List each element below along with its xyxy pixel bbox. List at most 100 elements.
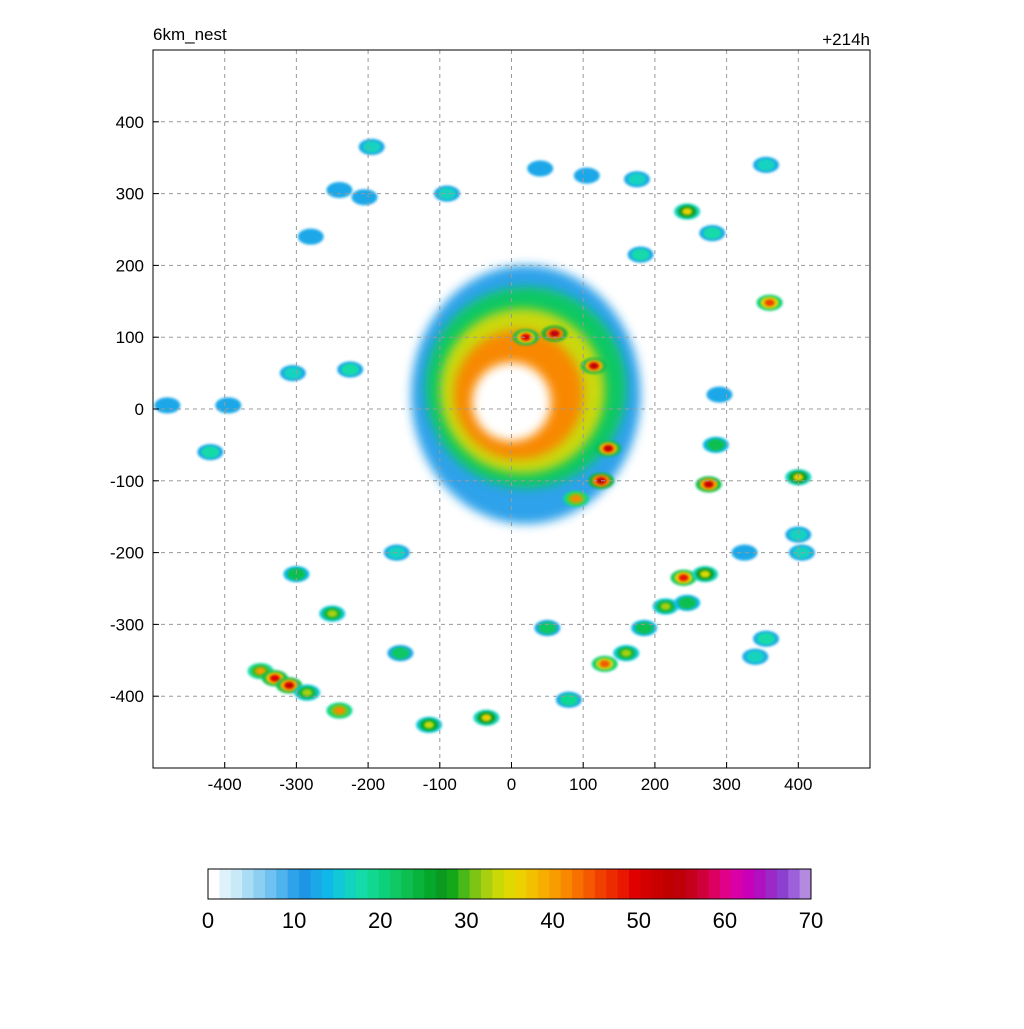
colorbar-swatch xyxy=(435,869,448,899)
colorbar-tick-label: 10 xyxy=(282,908,306,933)
colorbar-swatch xyxy=(754,869,766,899)
x-tick-label: 200 xyxy=(641,775,669,794)
convective-cell xyxy=(283,566,310,583)
convective-cell xyxy=(742,648,769,665)
colorbar-swatch xyxy=(469,869,482,899)
y-tick-label: -200 xyxy=(110,544,144,563)
convective-cell xyxy=(297,228,324,245)
colorbar-swatch xyxy=(583,869,596,899)
colorbar-swatch xyxy=(515,869,528,899)
colorbar-swatch xyxy=(401,869,414,899)
convective-cell xyxy=(279,365,306,382)
colorbar-swatch xyxy=(708,869,721,899)
y-tick-label: 200 xyxy=(116,256,144,275)
convective-cell xyxy=(692,566,719,583)
colorbar-swatch xyxy=(458,869,471,899)
colorbar-tick-label: 60 xyxy=(713,908,737,933)
y-tick-label: -400 xyxy=(110,687,144,706)
convective-cell xyxy=(756,294,783,311)
colorbar-tick-label: 50 xyxy=(626,908,650,933)
colorbar-swatch xyxy=(367,869,380,899)
colorbar-swatch xyxy=(253,869,266,899)
colorbar-swatch xyxy=(628,869,641,899)
y-tick-label: -300 xyxy=(110,615,144,634)
convective-cell xyxy=(573,167,600,184)
colorbar-swatch xyxy=(287,869,300,899)
colorbar-swatch xyxy=(685,869,698,899)
colorbar-swatch xyxy=(299,869,311,899)
colorbar-swatch xyxy=(549,869,562,899)
colorbar-swatch xyxy=(674,869,687,899)
convective-cell xyxy=(387,645,414,662)
colorbar-swatch xyxy=(719,869,732,899)
x-tick-label: -300 xyxy=(279,775,313,794)
convective-cell xyxy=(555,691,582,708)
colorbar-tick-label: 30 xyxy=(454,908,478,933)
convective-cell xyxy=(197,444,224,461)
convective-cell xyxy=(591,655,618,672)
colorbar-swatch xyxy=(503,869,516,899)
convective-cell xyxy=(534,619,561,636)
convective-cell xyxy=(563,490,590,507)
convective-cell xyxy=(358,138,385,155)
convective-cell xyxy=(674,594,701,611)
convective-cell xyxy=(595,440,622,457)
convective-cell xyxy=(326,702,353,719)
convective-cell xyxy=(631,619,658,636)
colorbar-swatch xyxy=(776,869,789,899)
reflectivity-field xyxy=(154,138,815,733)
y-tick-label: 100 xyxy=(116,328,144,347)
convective-cell xyxy=(627,246,654,263)
convective-cell xyxy=(652,598,679,615)
convective-cell xyxy=(785,526,812,543)
colorbar-swatch xyxy=(606,869,619,899)
convective-cell xyxy=(319,605,346,622)
convective-cell xyxy=(695,476,722,493)
convective-cell xyxy=(351,189,378,206)
colorbar-swatch xyxy=(481,869,493,899)
convective-cell xyxy=(580,357,607,374)
colorbar-swatch xyxy=(219,869,232,899)
colorbar-swatch xyxy=(446,869,459,899)
colorbar-frame xyxy=(207,868,812,900)
colorbar-swatch xyxy=(310,869,323,899)
plot-title-left: 6km_nest xyxy=(153,25,227,44)
convective-cell xyxy=(613,645,640,662)
colorbar-swatch xyxy=(242,869,255,899)
convective-cell xyxy=(706,386,733,403)
colorbar-swatch xyxy=(355,869,368,899)
x-tick-label: -400 xyxy=(208,775,242,794)
colorbar-tick-label: 0 xyxy=(202,908,214,933)
plot-title-right: +214h xyxy=(822,30,870,49)
y-tick-label: -100 xyxy=(110,472,144,491)
colorbar-swatch xyxy=(333,869,346,899)
colorbar-swatch xyxy=(651,869,664,899)
convective-cell xyxy=(753,630,780,647)
colorbar-tick-label: 70 xyxy=(799,908,823,933)
y-tick-label: 400 xyxy=(116,113,144,132)
convective-cell xyxy=(674,203,701,220)
y-tick-label: 300 xyxy=(116,185,144,204)
convective-cell xyxy=(154,397,181,414)
colorbar-swatch xyxy=(537,869,550,899)
convective-cell xyxy=(294,684,321,701)
convective-cell xyxy=(326,182,353,199)
colorbar-swatch xyxy=(742,869,755,899)
colorbar-swatch xyxy=(526,869,539,899)
convective-cell xyxy=(623,171,650,188)
colorbar-swatch xyxy=(230,869,243,899)
colorbar-swatch xyxy=(765,869,778,899)
x-tick-label: -100 xyxy=(423,775,457,794)
colorbar-swatch xyxy=(492,869,505,899)
colorbar-swatch xyxy=(321,869,334,899)
colorbar-tick-label: 40 xyxy=(540,908,564,933)
convective-cell xyxy=(702,436,729,453)
convective-cell xyxy=(670,569,697,586)
colorbar-swatch xyxy=(560,869,573,899)
colorbar-tick-label: 20 xyxy=(368,908,392,933)
convective-cell xyxy=(527,160,554,177)
x-tick-label: -200 xyxy=(351,775,385,794)
colorbar-swatch xyxy=(264,869,277,899)
x-tick-label: 300 xyxy=(712,775,740,794)
